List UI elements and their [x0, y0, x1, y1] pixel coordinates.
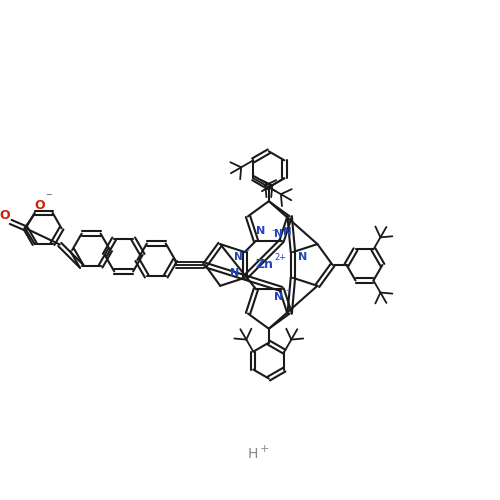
Text: O: O	[34, 200, 45, 212]
Text: +: +	[260, 444, 270, 454]
Text: N: N	[256, 226, 266, 236]
Text: $^-$: $^-$	[284, 286, 292, 296]
Text: O: O	[0, 210, 10, 222]
Text: N: N	[230, 268, 239, 278]
Text: H: H	[248, 448, 258, 462]
Text: $^-$: $^-$	[270, 226, 278, 235]
Text: Zn: Zn	[256, 258, 274, 272]
Text: ⁻: ⁻	[46, 192, 52, 204]
Text: 2+: 2+	[274, 254, 287, 262]
Text: N: N	[298, 252, 308, 262]
Text: N: N	[234, 252, 242, 262]
Text: $^-$: $^-$	[243, 246, 250, 256]
Text: N: N	[284, 227, 292, 237]
Text: N: N	[274, 229, 283, 239]
Text: N: N	[274, 292, 283, 302]
